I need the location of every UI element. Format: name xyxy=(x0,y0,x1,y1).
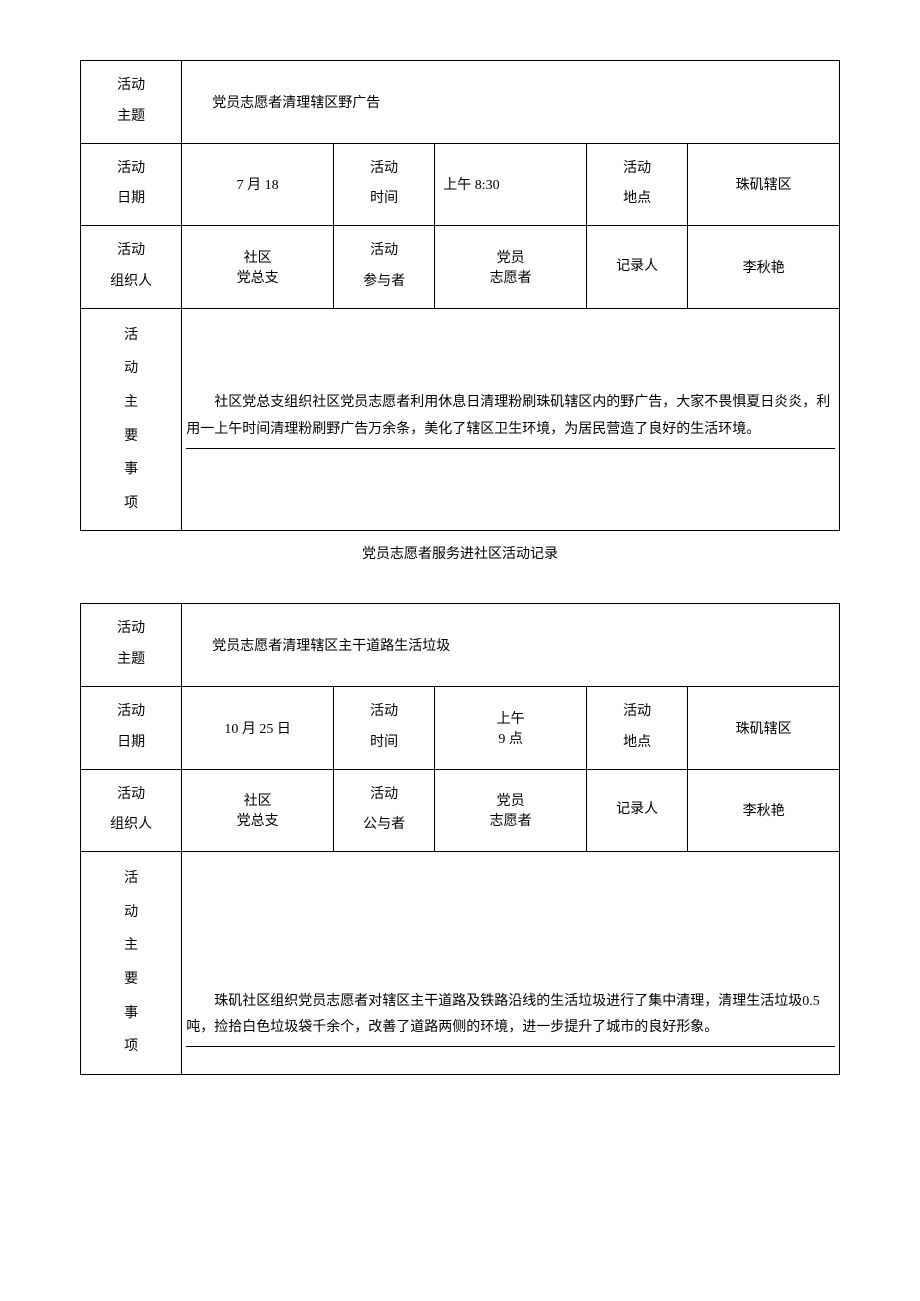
time-label: 活动时间 xyxy=(334,143,435,226)
participants-label: 活动公与者 xyxy=(334,769,435,852)
time-value: 上午9 点 xyxy=(435,686,587,769)
date-value: 7 月 18 xyxy=(182,143,334,226)
time-value: 上午 8:30 xyxy=(435,143,587,226)
participants-value: 党员志愿者 xyxy=(435,769,587,852)
activity-record-2: 活动主题 党员志愿者清理辖区主干道路生活垃圾 活动日期 10 月 25 日 活动… xyxy=(80,603,840,1074)
place-value: 珠矶辖区 xyxy=(688,686,840,769)
theme-label: 活动主题 xyxy=(81,61,182,144)
recorder-value: 李秋艳 xyxy=(688,226,840,309)
date-label: 活动日期 xyxy=(81,686,182,769)
activity-record-1: 活动主题 党员志愿者清理辖区野广告 活动日期 7 月 18 活动时间 上午 8:… xyxy=(80,60,840,531)
date-label: 活动日期 xyxy=(81,143,182,226)
recorder-value: 李秋艳 xyxy=(688,769,840,852)
place-label: 活动地点 xyxy=(587,143,688,226)
organizer-label: 活动组织人 xyxy=(81,769,182,852)
place-label: 活动地点 xyxy=(587,686,688,769)
place-value: 珠矶辖区 xyxy=(688,143,840,226)
main-items-content: 社区党总支组织社区党员志愿者利用休息日清理粉刷珠矶辖区内的野广告，大家不畏惧夏日… xyxy=(182,308,840,531)
recorder-label: 记录人 xyxy=(587,226,688,309)
participants-label: 活动参与者 xyxy=(334,226,435,309)
organizer-value: 社区党总支 xyxy=(182,226,334,309)
participants-value: 党员志愿者 xyxy=(435,226,587,309)
theme-label: 活动主题 xyxy=(81,604,182,687)
time-label: 活动时间 xyxy=(334,686,435,769)
section-title: 党员志愿者服务进社区活动记录 xyxy=(80,543,840,563)
organizer-value: 社区党总支 xyxy=(182,769,334,852)
theme-value: 党员志愿者清理辖区野广告 xyxy=(182,61,840,144)
date-value: 10 月 25 日 xyxy=(182,686,334,769)
organizer-label: 活动组织人 xyxy=(81,226,182,309)
theme-value: 党员志愿者清理辖区主干道路生活垃圾 xyxy=(182,604,840,687)
recorder-label: 记录人 xyxy=(587,769,688,852)
main-items-label: 活动主要事项 xyxy=(81,308,182,531)
main-items-label: 活动主要事项 xyxy=(81,852,182,1075)
main-items-content: 珠矶社区组织党员志愿者对辖区主干道路及铁路沿线的生活垃圾进行了集中清理，清理生活… xyxy=(182,852,840,1075)
